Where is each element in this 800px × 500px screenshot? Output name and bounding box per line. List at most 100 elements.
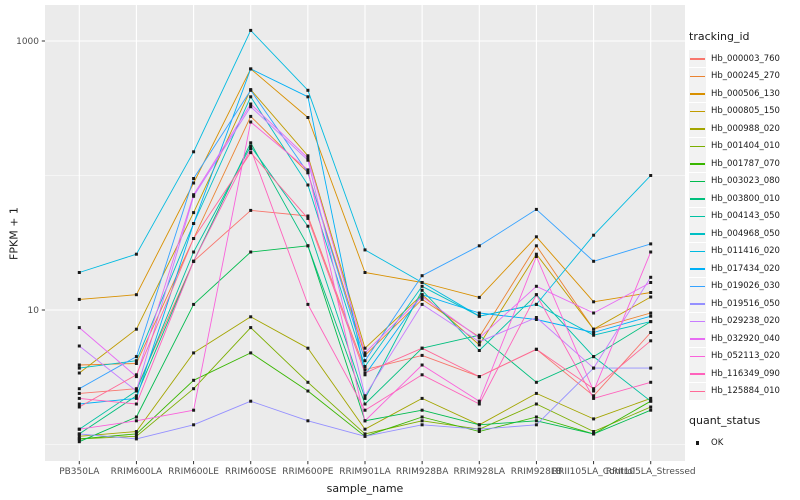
data-point [420,284,424,288]
legend-item-quant-status: OK [689,434,799,452]
legend-title-tracking-id: tracking_id [689,30,750,43]
legend-key [689,242,706,260]
legend-item: Hb_000805_150 [689,102,799,121]
data-point [249,105,253,109]
data-point [363,248,367,252]
data-point [534,402,538,406]
legend-item: Hb_011416_020 [689,242,799,261]
data-point [592,331,596,334]
data-point [363,365,367,368]
legend-line-icon [690,110,705,113]
data-point [534,347,538,351]
data-point [249,250,253,254]
legend-item-label: Hb_011416_020 [711,246,780,257]
x-tick-label: RRIM928LB [511,467,562,477]
legend-key [689,434,706,451]
data-point [420,363,424,367]
data-point [363,408,367,412]
legend-item: Hb_004968_050 [689,225,799,243]
data-point [534,380,538,384]
data-point [420,288,424,292]
data-point [477,311,481,315]
data-point [649,405,653,409]
data-point [534,419,538,423]
data-point [306,171,310,175]
data-point [77,366,81,370]
data-point [534,302,538,306]
data-point [649,399,653,403]
data-point [420,274,424,278]
data-point [134,373,138,377]
data-point [592,300,596,304]
legend-item: Hb_000003_760 [689,50,799,68]
legend-item-label: Hb_003023_080 [711,176,780,187]
data-point [249,399,253,403]
data-point [420,415,424,419]
data-point [249,114,253,118]
data-point [649,408,653,412]
legend-item: Hb_032920_040 [689,330,799,348]
data-point [477,402,481,406]
data-point [192,408,196,412]
data-point [192,181,196,185]
data-point [649,339,653,343]
data-point [649,396,653,400]
legend-line-icon [690,268,705,270]
data-point [534,235,538,239]
legend-key [689,50,706,68]
data-point [420,423,424,427]
legend-key [689,260,706,278]
data-point [363,368,367,372]
data-point [192,150,196,154]
legend-item-label: Hb_000805_150 [711,106,780,117]
x-tick-label: RRIM600SE [225,467,277,477]
data-point [420,295,424,298]
data-point [649,291,653,294]
data-point [249,120,253,124]
legend-item-label: Hb_029238_020 [711,316,780,327]
legend-line-icon [690,303,705,305]
data-point [477,343,481,347]
x-tick-label: RRIM600LA [111,467,163,477]
data-point [477,314,481,318]
data-point [134,437,138,441]
data-point [477,333,481,337]
legend-item: Hb_052113_020 [689,347,799,366]
data-point [534,423,538,427]
y-tick-label: 1000 [16,37,39,47]
legend-item-label: Hb_000003_760 [711,53,780,64]
data-point [420,297,424,301]
data-point [420,419,424,423]
data-point [306,183,310,187]
data-point [134,394,138,398]
data-point [306,158,310,162]
data-point [192,194,196,198]
data-point [249,102,253,106]
legend-line-icon [690,373,705,375]
data-point [134,387,138,391]
data-point [306,95,310,99]
legend-line-icon [690,180,705,183]
legend-key [689,102,706,120]
legend-line-icon [690,198,705,200]
data-point [592,259,596,263]
x-tick-label: RRIM600LE [168,467,219,477]
data-point [363,346,367,350]
data-point [306,389,310,393]
legend-item: Hb_004143_050 [689,207,799,226]
data-point [534,316,538,319]
data-point [306,168,310,172]
data-point [192,222,196,225]
legend-item-label: Hb_116349_090 [711,368,780,379]
data-point [77,387,81,391]
data-point [363,434,367,438]
data-point [306,116,310,119]
data-point [649,380,653,384]
data-point [192,351,196,355]
legend-item: Hb_000506_130 [689,85,799,103]
legend-line-icon [690,390,705,393]
data-point [363,351,367,355]
data-point [192,177,196,180]
data-point [249,151,253,155]
